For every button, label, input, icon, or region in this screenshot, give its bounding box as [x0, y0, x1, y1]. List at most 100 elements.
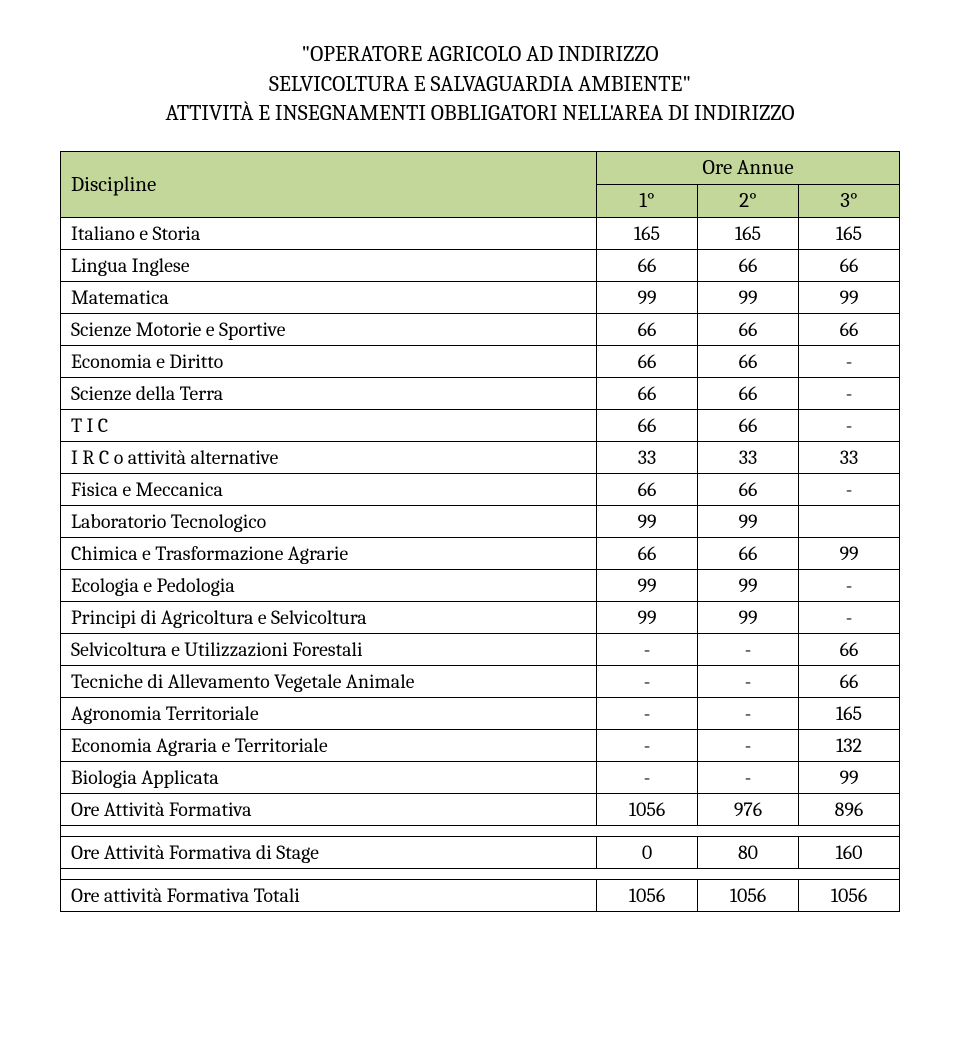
table-row: Fisica e Meccanica6666- — [61, 474, 900, 506]
row-value: 66 — [799, 314, 900, 346]
row-label: Principi di Agricoltura e Selvicoltura — [61, 602, 597, 634]
row-value: 99 — [698, 282, 799, 314]
row-value: 165 — [799, 218, 900, 250]
row-value: 33 — [597, 442, 698, 474]
row-value: 1056 — [799, 880, 900, 912]
row-value: 99 — [698, 570, 799, 602]
row-value: 66 — [597, 474, 698, 506]
row-value: 99 — [698, 602, 799, 634]
row-label: Ore attività Formativa Totali — [61, 880, 597, 912]
row-label: T I C — [61, 410, 597, 442]
row-value: 976 — [698, 794, 799, 826]
row-value: - — [799, 378, 900, 410]
row-value: 66 — [597, 250, 698, 282]
row-value: - — [799, 602, 900, 634]
table-body: Italiano e Storia165165165Lingua Inglese… — [61, 218, 900, 912]
document-title: "OPERATORE AGRICOLO AD INDIRIZZO SELVICO… — [60, 40, 900, 129]
table-row: Principi di Agricoltura e Selvicoltura 99… — [61, 602, 900, 634]
row-value: 66 — [698, 474, 799, 506]
row-value: - — [698, 666, 799, 698]
row-value: 99 — [698, 506, 799, 538]
table-row: Ore attività Formativa Totali10561056105… — [61, 880, 900, 912]
header-discipline: Discipline — [61, 152, 597, 218]
table-row: Economia Agraria e Territoriale--132 — [61, 730, 900, 762]
row-value: 66 — [597, 538, 698, 570]
row-value: 66 — [597, 314, 698, 346]
row-label: Scienze Motorie e Sportive — [61, 314, 597, 346]
row-value: 66 — [597, 346, 698, 378]
row-value: 896 — [799, 794, 900, 826]
row-label: Tecniche di Allevamento Vegetale Animale — [61, 666, 597, 698]
table-row: T I C6666- — [61, 410, 900, 442]
header-year-2: 2° — [698, 185, 799, 218]
table-row: Italiano e Storia165165165 — [61, 218, 900, 250]
table-row: Tecniche di Allevamento Vegetale Animale… — [61, 666, 900, 698]
row-value: 99 — [597, 506, 698, 538]
row-label: Biologia Applicata — [61, 762, 597, 794]
title-line-1: "OPERATORE AGRICOLO AD INDIRIZZO — [60, 40, 900, 70]
table-row: Ore Attività Formativa1056976896 — [61, 794, 900, 826]
row-value: - — [597, 730, 698, 762]
row-value: 99 — [799, 762, 900, 794]
row-value: - — [799, 346, 900, 378]
table-row: Chimica e Trasformazione Agrarie666699 — [61, 538, 900, 570]
row-value: - — [698, 698, 799, 730]
row-value: 165 — [597, 218, 698, 250]
curriculum-table: Discipline Ore Annue 1° 2° 3° Italiano e… — [60, 151, 900, 912]
row-value: 66 — [698, 378, 799, 410]
table-spacer-row — [61, 826, 900, 837]
row-label: Laboratorio Tecnologico — [61, 506, 597, 538]
row-value: 66 — [799, 634, 900, 666]
row-value: 33 — [698, 442, 799, 474]
table-row: Scienze Motorie e Sportive666666 — [61, 314, 900, 346]
row-label: Lingua Inglese — [61, 250, 597, 282]
row-value: 66 — [597, 378, 698, 410]
row-value: 66 — [799, 666, 900, 698]
row-label: Selvicoltura e Utilizzazioni Forestali — [61, 634, 597, 666]
header-ore-annue: Ore Annue — [597, 152, 900, 185]
row-value: - — [597, 666, 698, 698]
row-value — [799, 506, 900, 538]
row-value: 66 — [597, 410, 698, 442]
table-row: Selvicoltura e Utilizzazioni Forestali--… — [61, 634, 900, 666]
table-row: I R C o attività alternative333333 — [61, 442, 900, 474]
row-label: Economia e Diritto — [61, 346, 597, 378]
row-value: 66 — [698, 538, 799, 570]
row-value: 99 — [799, 538, 900, 570]
row-value: 1056 — [597, 880, 698, 912]
title-line-3: ATTIVITÀ E INSEGNAMENTI OBBLIGATORI NELL… — [60, 99, 900, 129]
row-label: Matematica — [61, 282, 597, 314]
row-value: 160 — [799, 837, 900, 869]
row-value: 33 — [799, 442, 900, 474]
row-value: 165 — [799, 698, 900, 730]
table-row: Economia e Diritto6666- — [61, 346, 900, 378]
row-value: 66 — [799, 250, 900, 282]
row-label: I R C o attività alternative — [61, 442, 597, 474]
row-value: - — [799, 570, 900, 602]
row-value: 66 — [698, 346, 799, 378]
row-value: 80 — [698, 837, 799, 869]
row-value: 66 — [698, 314, 799, 346]
table-row: Scienze della Terra6666- — [61, 378, 900, 410]
row-value: - — [597, 634, 698, 666]
table-spacer-row — [61, 869, 900, 880]
row-label: Chimica e Trasformazione Agrarie — [61, 538, 597, 570]
table-header: Discipline Ore Annue 1° 2° 3° — [61, 152, 900, 218]
header-year-3: 3° — [799, 185, 900, 218]
row-value: 99 — [597, 282, 698, 314]
row-value: 99 — [597, 570, 698, 602]
title-line-2: SELVICOLTURA E SALVAGUARDIA AMBIENTE" — [60, 70, 900, 100]
row-value: - — [799, 474, 900, 506]
row-value: 165 — [698, 218, 799, 250]
row-value: 0 — [597, 837, 698, 869]
row-label: Ore Attività Formativa di Stage — [61, 837, 597, 869]
row-label: Scienze della Terra — [61, 378, 597, 410]
row-value: 1056 — [698, 880, 799, 912]
row-label: Economia Agraria e Territoriale — [61, 730, 597, 762]
row-label: Italiano e Storia — [61, 218, 597, 250]
row-value: - — [597, 762, 698, 794]
table-row: Agronomia Territoriale--165 — [61, 698, 900, 730]
row-value: 99 — [799, 282, 900, 314]
table-row: Ecologia e Pedologia9999- — [61, 570, 900, 602]
table-row: Ore Attività Formativa di Stage080160 — [61, 837, 900, 869]
